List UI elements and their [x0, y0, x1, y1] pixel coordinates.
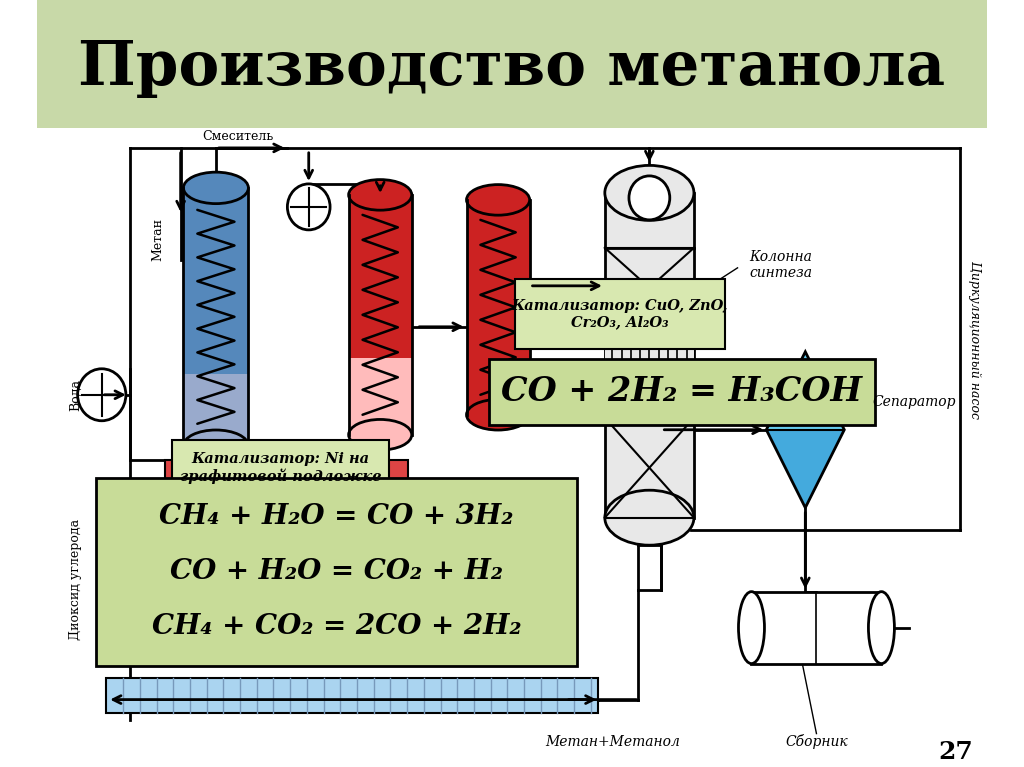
Ellipse shape: [183, 430, 249, 462]
Text: CO + 2H₂ = H₃COH: CO + 2H₂ = H₃COH: [502, 375, 862, 408]
Text: Катализатор: Ni на
графитовой подложке: Катализатор: Ni на графитовой подложке: [180, 452, 382, 484]
Bar: [183, 188, 249, 374]
Bar: [174, 484, 398, 492]
Text: CH₄ + H₂O = CO + 3H₂: CH₄ + H₂O = CO + 3H₂: [160, 503, 514, 530]
Text: Колонна
синтеза: Колонна синтеза: [750, 250, 813, 280]
Circle shape: [78, 369, 126, 421]
Polygon shape: [766, 352, 845, 430]
Text: Метан: Метан: [151, 219, 164, 262]
FancyBboxPatch shape: [488, 359, 874, 425]
Bar: [348, 195, 412, 358]
Bar: [605, 328, 694, 418]
Text: Вода: Вода: [70, 379, 82, 411]
Bar: [165, 459, 408, 484]
Ellipse shape: [348, 420, 412, 450]
Ellipse shape: [348, 179, 412, 210]
Text: Метан+Метанол: Метан+Метанол: [545, 735, 680, 749]
Ellipse shape: [605, 490, 694, 545]
Bar: [605, 248, 694, 518]
Ellipse shape: [183, 172, 249, 203]
Text: CO + H₂O = CO₂ + H₂: CO + H₂O = CO₂ + H₂: [170, 558, 503, 585]
Text: Производство метанола: Производство метанола: [79, 38, 945, 98]
Bar: [37, 128, 987, 766]
Text: Смеситель: Смеситель: [202, 130, 273, 143]
Text: Сепаратор: Сепаратор: [872, 395, 955, 409]
FancyBboxPatch shape: [172, 439, 389, 495]
FancyBboxPatch shape: [515, 279, 725, 349]
Text: CH₄ + CO₂ = 2CO + 2H₂: CH₄ + CO₂ = 2CO + 2H₂: [152, 613, 521, 640]
Bar: [106, 677, 598, 713]
Bar: [348, 358, 412, 435]
Ellipse shape: [868, 591, 894, 663]
Ellipse shape: [605, 166, 694, 220]
Circle shape: [288, 184, 330, 230]
Bar: [752, 591, 882, 663]
Ellipse shape: [467, 185, 529, 216]
Bar: [37, 0, 987, 128]
Ellipse shape: [738, 591, 765, 663]
Circle shape: [629, 176, 670, 220]
Text: Диоксид углерода: Диоксид углерода: [70, 519, 82, 640]
Text: Катализатор: CuO, ZnO,
Cr₂O₃, Al₂O₃: Катализатор: CuO, ZnO, Cr₂O₃, Al₂O₃: [511, 298, 728, 329]
Text: 27: 27: [938, 739, 973, 764]
Bar: [605, 193, 694, 248]
FancyBboxPatch shape: [96, 478, 577, 666]
Polygon shape: [766, 430, 845, 508]
Bar: [183, 374, 249, 446]
Bar: [467, 200, 529, 415]
Text: Циркуляционный насос: Циркуляционный насос: [968, 261, 981, 419]
Text: Сборник: Сборник: [785, 734, 848, 749]
Ellipse shape: [467, 400, 529, 430]
